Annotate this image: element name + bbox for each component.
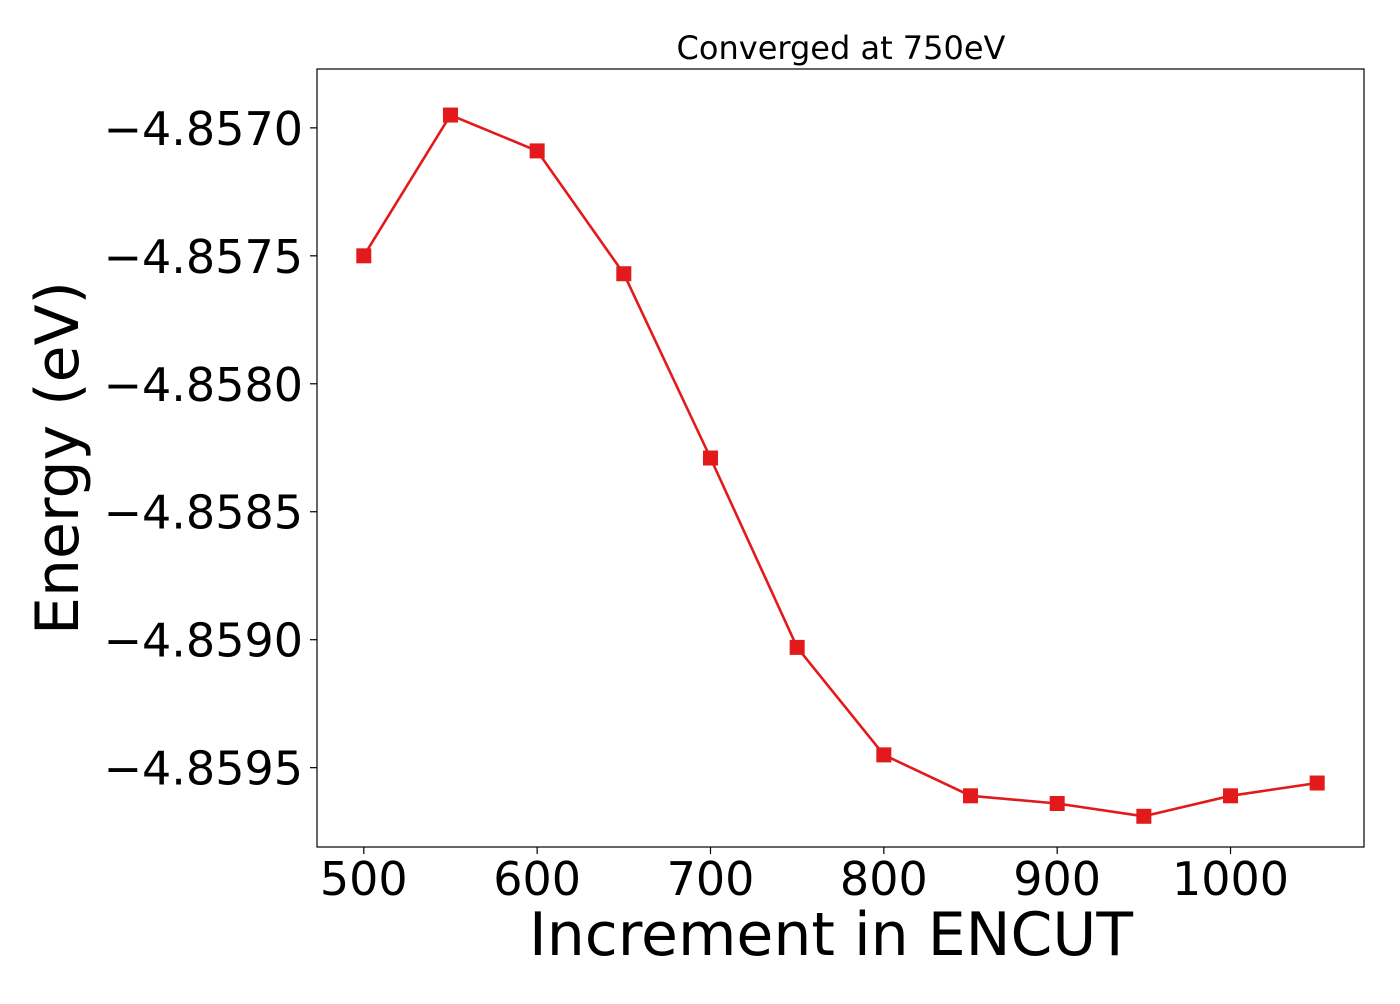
plot-area	[316, 68, 1365, 848]
data-point-marker	[702, 450, 718, 466]
x-axis-ticks: 500 600 700 800 900 1000	[320, 847, 1289, 906]
plot-frame	[316, 68, 1365, 848]
series-layer	[356, 107, 1325, 824]
y-tick-label: −4.8575	[104, 230, 304, 284]
y-axis-ticks: −4.8570 −4.8575 −4.8580 −4.8585 −4.8590 −4.85…	[104, 102, 317, 796]
x-tick-label: 800	[840, 852, 928, 906]
chart-title: Converged at 750eV	[677, 29, 1006, 67]
y-tick-label: −4.8595	[104, 742, 304, 796]
data-point-marker	[529, 143, 545, 159]
x-tick-label: 600	[493, 852, 581, 906]
data-point-marker	[1136, 808, 1152, 824]
data-point-marker	[1223, 788, 1239, 804]
series-line	[362, 113, 1318, 818]
data-point-marker	[789, 639, 805, 655]
x-axis-label: Increment in ENCUT	[529, 900, 1133, 970]
y-tick-label: −4.8580	[104, 358, 304, 412]
data-point-marker	[356, 248, 372, 264]
data-point-marker	[442, 107, 458, 123]
data-point-marker	[963, 788, 979, 804]
y-tick-label: −4.8585	[104, 486, 304, 540]
y-tick-label: −4.8570	[104, 102, 304, 156]
x-tick-label: 900	[1013, 852, 1101, 906]
y-axis-label: Energy (eV)	[23, 281, 93, 635]
x-tick-label: 700	[667, 852, 755, 906]
y-tick-label: −4.8590	[104, 614, 304, 668]
data-point-marker	[616, 266, 632, 282]
data-point-marker	[1049, 795, 1065, 811]
x-tick-label: 1000	[1172, 852, 1289, 906]
x-tick-label: 500	[320, 852, 408, 906]
data-point-marker	[1309, 775, 1325, 791]
data-point-marker	[876, 747, 892, 763]
